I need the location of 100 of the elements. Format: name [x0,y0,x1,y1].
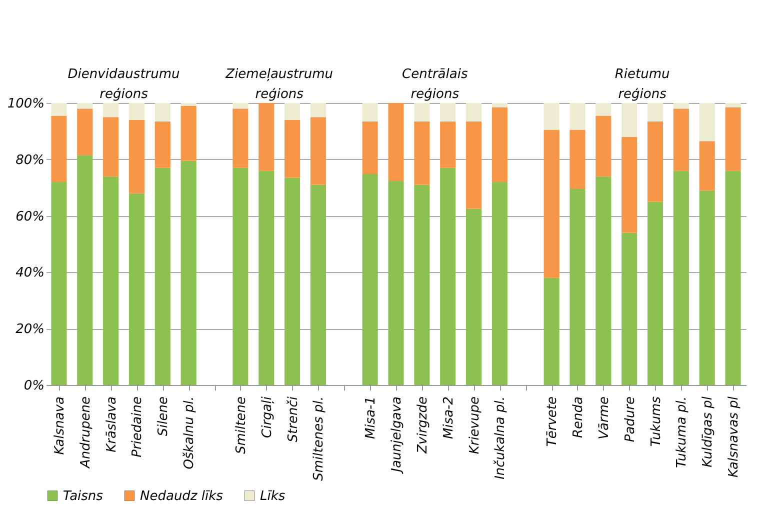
x-tick-label: Padure [622,396,638,442]
x-tick-label: Strenči [286,396,301,442]
text: Dienvidaustrumu reģions [68,67,180,102]
bar [673,108,689,171]
bar [725,103,741,108]
bar [180,160,196,385]
bar [647,121,664,202]
y-tick-label: 20% [16,322,44,338]
legend-label: Taisns [63,488,104,504]
bar [51,103,67,116]
bar [362,121,378,174]
bar [77,108,93,156]
bar [77,155,93,385]
bar [699,141,715,190]
bar [388,180,404,385]
legend-label: Nedaudz līks [140,488,224,504]
bar [388,103,404,181]
bar [570,130,586,190]
bar [284,120,300,178]
x-tick-label: Vārme [596,396,612,440]
y-tick-label: 100% [7,96,44,112]
bar [544,278,560,385]
text: Ziemeļaustrumu reģions [224,67,334,102]
legend-label: Līks [260,488,286,504]
bar [466,103,482,122]
bar [647,202,664,385]
bar [699,103,715,142]
x-tick-label: Smiltene [234,396,249,454]
bar [103,117,119,176]
bar [622,103,638,137]
bar [414,103,430,122]
bar [673,170,689,385]
bar [544,103,560,130]
bar [154,103,170,122]
bar [596,116,612,176]
bar [699,190,715,385]
bar [596,103,612,116]
bar [232,108,248,168]
x-tick-label: Silene [156,396,172,436]
x-tick-label: Krievupe [467,396,482,454]
bar [103,103,119,118]
bar [570,189,586,385]
x-tick-label: Andrupene [78,396,94,469]
text: Centrālais reģions [402,67,468,102]
bar [440,121,456,168]
bar [492,103,508,108]
bar [51,182,67,385]
x-tick-label: Kalsnavas pl [726,396,742,478]
bar [128,120,145,194]
x-tick-label: Misa-2 [441,396,456,440]
bar [440,168,456,385]
bar [362,103,378,122]
x-tick-label: Priedaine [130,396,146,458]
y-tick-label: 40% [16,266,44,281]
bar [725,107,741,171]
bar [310,103,326,118]
bar [180,106,196,161]
bar [622,232,638,385]
bar [284,178,300,385]
x-tick-label: Krāslava [104,396,120,452]
bar [725,170,741,385]
x-tick-label: Jaunjelgava [390,396,404,475]
bar [232,103,248,109]
y-tick-label: 80% [16,152,44,168]
bar [128,103,145,120]
x-tick-label: Tukums [648,396,664,447]
x-tick-label: Kuldīgas pl [700,396,716,468]
bar [310,184,326,385]
x-tick-label: Oškalnu pl. [182,396,198,470]
bar [362,174,378,385]
bar [128,193,145,385]
x-tick-label: Smiltenes pl. [312,396,327,481]
bar [544,130,560,278]
x-tick-label: Misa-1 [364,396,379,440]
bar [414,121,430,185]
bar [284,103,300,120]
x-tick-label: Kalsnava [52,396,68,455]
bar [492,107,508,182]
bar [647,103,664,122]
bar [466,121,482,209]
bar [673,103,689,109]
text: Rietumu reģions [614,67,670,102]
bar [154,121,170,168]
bar [77,103,93,109]
bar [258,170,274,385]
bar [310,117,326,185]
bar [492,182,508,385]
bar [154,168,170,385]
bar [51,116,67,182]
bar [596,176,612,385]
x-tick-label: Tukuma pl. [674,396,690,468]
y-tick-label: 60% [16,209,44,224]
x-tick-label: Tērvete [545,396,560,447]
y-tick-label: 0% [24,378,44,394]
x-tick-label: Renda [570,396,586,438]
bar [103,176,119,385]
bar [466,208,482,385]
bar [258,103,274,171]
bar [180,103,196,106]
x-tick-label: Cirgaļi [260,396,275,438]
